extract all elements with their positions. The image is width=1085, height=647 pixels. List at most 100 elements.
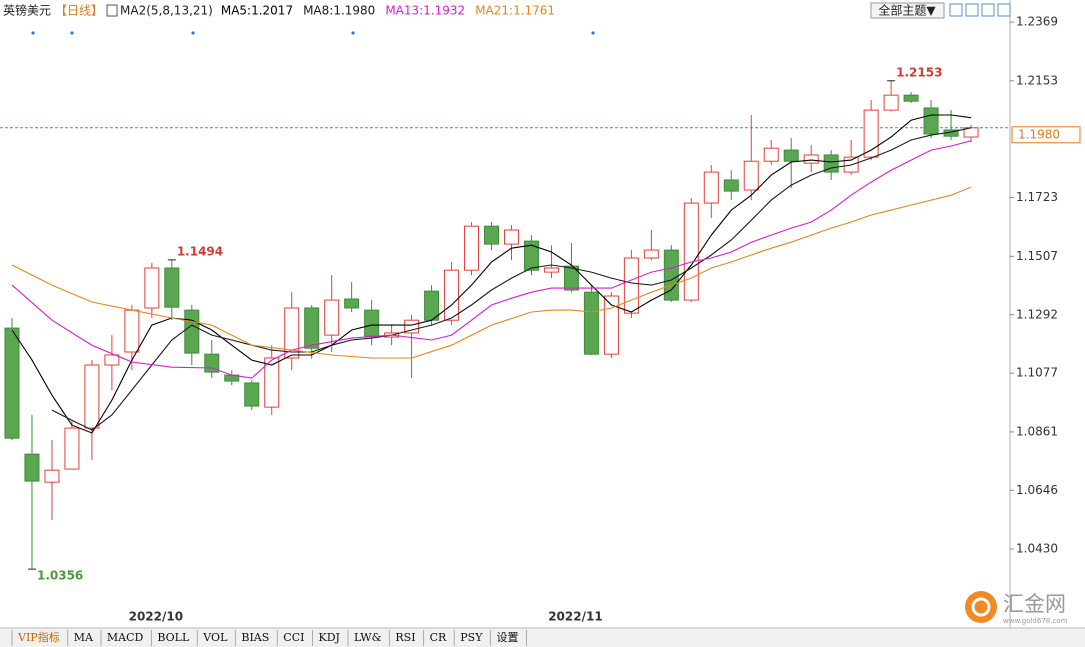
tool-icon[interactable]: [997, 3, 1011, 17]
candle-body: [324, 299, 340, 336]
candle-body: [364, 309, 380, 337]
tool-icon[interactable]: [981, 3, 995, 17]
candle-body: [563, 265, 579, 291]
tool-icons: [949, 3, 1011, 17]
theme-button-label[interactable]: 全部主题▼: [878, 3, 936, 18]
candle-body: [64, 427, 80, 470]
period-label: 【日线】: [55, 4, 103, 18]
indicator-tab[interactable]: MACD: [107, 631, 144, 644]
candle-body: [863, 109, 879, 158]
candle-body: [404, 319, 420, 334]
legend-entry: MA5:1.2017: [221, 4, 293, 18]
candle-body: [723, 179, 739, 192]
indicator-tab[interactable]: RSI: [395, 631, 415, 644]
tab-bar: [0, 629, 1085, 647]
y-tick-label: 1.2153: [1016, 73, 1058, 87]
candle-body: [244, 382, 260, 407]
indicator-tab[interactable]: KDJ: [318, 631, 339, 644]
event-dot: [591, 31, 595, 35]
event-dot: [31, 31, 35, 35]
candle-body: [284, 307, 300, 359]
candle-body: [743, 160, 759, 191]
indicator-tab[interactable]: MA: [74, 631, 94, 644]
candles: [4, 80, 979, 570]
candle-body: [623, 257, 639, 314]
y-tick-label: 1.0646: [1016, 483, 1058, 497]
x-tick-label: 2022/10: [129, 610, 183, 624]
indicator-tab[interactable]: BOLL: [157, 631, 190, 644]
indicator-tab[interactable]: PSY: [460, 631, 483, 644]
candle-body: [4, 327, 20, 439]
candle-body: [344, 298, 360, 309]
watermark-logo: [965, 591, 997, 623]
high-annotation: 1.1494: [177, 244, 223, 258]
event-dot: [191, 31, 195, 35]
candle-body: [703, 171, 719, 204]
y-tick-label: 1.2369: [1016, 15, 1058, 29]
watermark-name: 汇金网: [1003, 592, 1066, 616]
indicator-tab[interactable]: CR: [430, 631, 447, 644]
candle-body: [84, 364, 100, 429]
candle-body: [783, 149, 799, 162]
candle-body: [124, 309, 140, 353]
watermark-logo-ring: [971, 597, 991, 617]
candle-body: [583, 291, 599, 355]
tool-icon[interactable]: [949, 3, 963, 17]
current-price-box: [1011, 126, 1081, 144]
event-dot: [351, 31, 355, 35]
legend-entry: MA8:1.1980: [303, 4, 375, 18]
candle-body: [683, 202, 699, 301]
ma-line: [11, 186, 972, 359]
indicator-icon[interactable]: [106, 4, 118, 17]
candle-body: [963, 127, 979, 138]
y-tick-label: 1.1292: [1016, 307, 1058, 321]
ma-line: [11, 140, 972, 379]
indicator-tab[interactable]: LW&: [354, 631, 382, 644]
candle-body: [44, 469, 60, 483]
indicator-tab[interactable]: VOL: [202, 631, 228, 644]
tool-icon[interactable]: [965, 3, 979, 17]
y-tick-label: 1.1077: [1016, 366, 1058, 380]
candle-body: [444, 269, 460, 321]
candle-body: [503, 229, 519, 245]
indicator-tab[interactable]: 设置: [496, 631, 518, 644]
event-dots: [31, 31, 595, 35]
candle-body: [883, 94, 899, 111]
candle-body: [603, 295, 619, 355]
indicator-tab[interactable]: BIAS: [241, 631, 269, 644]
candle-body: [543, 267, 559, 273]
candle-body: [264, 357, 280, 408]
candle-body: [464, 225, 480, 271]
candle-body: [643, 249, 659, 259]
candle-body: [24, 453, 40, 482]
candle-body: [104, 354, 120, 366]
candle-body: [523, 240, 539, 271]
indicator-label: MA2(5,8,13,21): [120, 4, 213, 18]
candle-body: [903, 94, 919, 102]
legend-entry: MA13:1.1932: [385, 4, 465, 18]
high-annotation: 1.2153: [896, 65, 942, 79]
candle-body: [144, 267, 160, 309]
indicator-tab[interactable]: CCI: [283, 631, 304, 644]
candle-body: [304, 307, 320, 349]
candle-body: [184, 309, 200, 354]
candle-body: [803, 154, 819, 164]
event-dot: [70, 31, 74, 35]
symbol-title: 英镑美元: [3, 3, 51, 18]
theme-button[interactable]: [870, 2, 945, 19]
y-tick-label: 1.0861: [1016, 424, 1058, 438]
watermark-url: www.gold678.com: [1003, 617, 1068, 625]
candle-body: [484, 225, 500, 245]
current-price-label: 1.1980: [1018, 127, 1060, 141]
candle-body: [923, 107, 939, 135]
candle-body: [164, 267, 180, 308]
x-tick-label: 2022/11: [548, 610, 602, 624]
y-tick-label: 1.1723: [1016, 190, 1058, 204]
legend-entry: MA21:1.1761: [475, 4, 555, 18]
candle-body: [763, 147, 779, 162]
indicator-tab[interactable]: VIP指标: [17, 630, 60, 644]
y-tick-label: 1.1507: [1016, 249, 1058, 263]
